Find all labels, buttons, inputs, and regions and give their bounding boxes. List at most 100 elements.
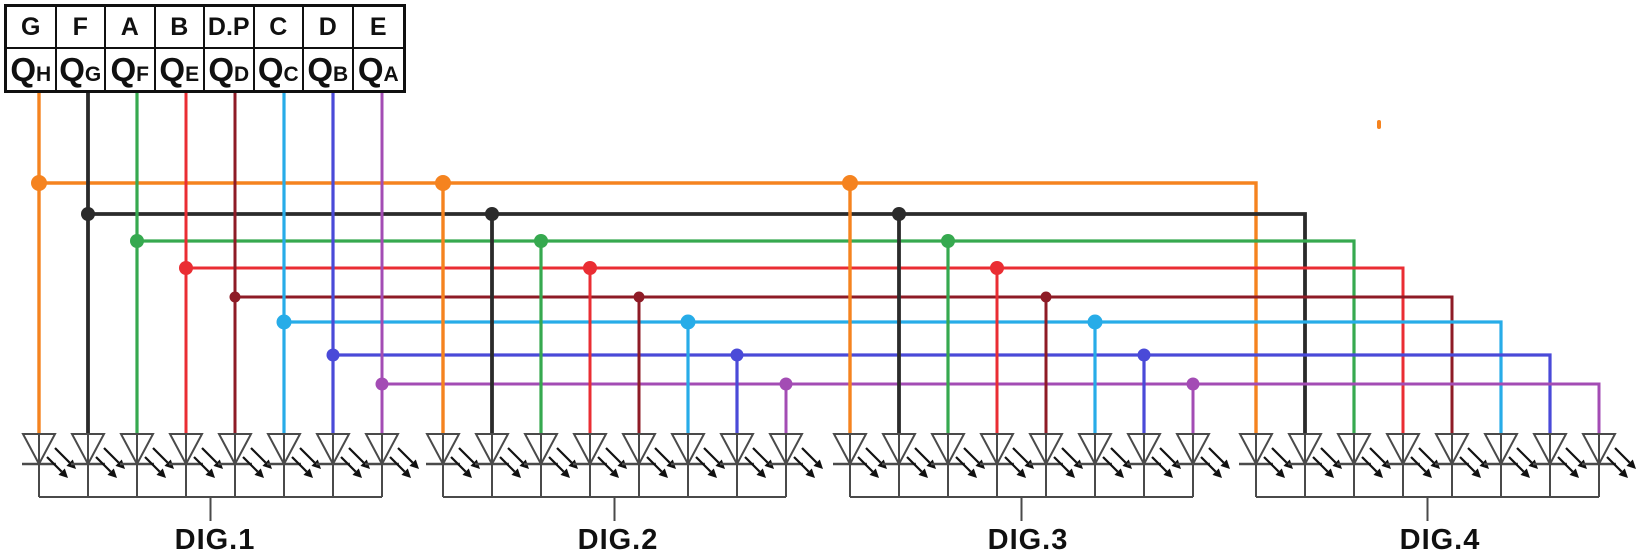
- led-triangle-dig4-G: [1238, 433, 1274, 467]
- led-arrow-dig1-E-1: [397, 447, 414, 464]
- led-arrow-dig4-G-1: [1271, 447, 1288, 464]
- junction-dot-QE-dig3: [990, 261, 1004, 275]
- led-arrow-dig3-F-2: [906, 456, 923, 473]
- bus-QA-E: [382, 382, 1601, 434]
- led-arrow-dig1-B-1: [201, 447, 218, 464]
- bus-QE-B: [186, 266, 1405, 434]
- stray-orange-speck: [1377, 120, 1381, 129]
- led-arrow-dig1-F-2-head: [107, 468, 117, 478]
- junction-dot-QB-dig1: [326, 348, 340, 362]
- led-arrow-dig1-G-1: [54, 447, 71, 464]
- junction-dot-QE-dig2: [583, 261, 597, 275]
- led-arrow-dig3-D.P-2: [1053, 456, 1070, 473]
- junction-dot-QB-dig2: [730, 348, 744, 362]
- led-arrow-dig3-D-2: [1151, 456, 1168, 473]
- led-arrow-dig1-B-2-head: [205, 468, 215, 478]
- led-arrow-dig2-C-2-head: [707, 468, 717, 478]
- junction-dot-QE-dig1: [179, 261, 193, 275]
- led-triangle-dig4-F: [1287, 433, 1323, 467]
- led-arrow-dig1-G-2: [46, 456, 63, 473]
- led-arrow-dig1-D.P-1: [250, 447, 267, 464]
- led-arrow-dig1-C-2-head: [303, 468, 313, 478]
- led-arrow-dig2-D-1: [752, 447, 769, 464]
- led-arrow-dig4-B-2-head: [1422, 468, 1432, 478]
- led-arrow-dig4-A-2: [1361, 456, 1378, 473]
- led-arrow-dig4-D.P-2: [1459, 456, 1476, 473]
- led-triangle-dig1-B: [168, 433, 204, 467]
- junction-dot-QD-dig2: [633, 291, 645, 303]
- junction-dot-QC-dig3: [1087, 314, 1103, 330]
- led-arrow-dig2-A-1: [556, 447, 573, 464]
- led-arrow-dig1-B-2: [193, 456, 210, 473]
- led-arrow-dig2-D.P-2-head: [658, 468, 668, 478]
- led-arrow-dig2-E-2: [793, 456, 810, 473]
- segment-label: D.P: [205, 7, 255, 49]
- led-arrow-dig2-A-2: [548, 456, 565, 473]
- led-triangle-dig3-A: [930, 433, 966, 467]
- led-arrow-dig2-D-2-head: [756, 468, 766, 478]
- led-arrow-dig2-E-1-head: [813, 459, 823, 469]
- led-arrow-dig3-B-2: [1004, 456, 1021, 473]
- led-arrow-dig3-D-2-head: [1163, 468, 1173, 478]
- junction-dot-QC-dig1: [276, 314, 292, 330]
- led-arrow-dig3-A-1: [963, 447, 980, 464]
- led-triangle-dig3-D: [1126, 433, 1162, 467]
- led-arrow-dig3-C-2: [1102, 456, 1119, 473]
- led-arrow-dig3-D-1: [1159, 447, 1176, 464]
- led-arrow-dig2-D.P-2: [646, 456, 663, 473]
- led-triangle-dig4-C: [1483, 433, 1519, 467]
- led-arrow-dig3-C-1: [1110, 447, 1127, 464]
- led-triangle-dig1-D: [315, 433, 351, 467]
- led-arrow-dig3-E-2-head: [1212, 468, 1222, 478]
- led-arrow-dig4-D.P-2-head: [1471, 468, 1481, 478]
- led-triangle-dig3-G: [832, 433, 868, 467]
- digit-label-1: DIG.1: [174, 524, 256, 556]
- led-arrow-dig4-B-1: [1418, 447, 1435, 464]
- led-arrow-dig4-A-1: [1369, 447, 1386, 464]
- led-arrow-dig1-F-2: [95, 456, 112, 473]
- led-arrow-dig2-F-2: [499, 456, 516, 473]
- led-triangle-dig1-F: [70, 433, 106, 467]
- led-arrow-dig1-A-2-head: [156, 468, 166, 478]
- junction-dot-QF-dig3: [941, 234, 955, 248]
- led-arrow-dig4-A-2-head: [1373, 468, 1383, 478]
- segment-label: A: [106, 7, 156, 49]
- led-triangle-dig3-B: [979, 433, 1015, 467]
- junction-dot-QH-dig2: [435, 175, 451, 191]
- junction-dot-QH-dig3: [842, 175, 858, 191]
- led-triangle-dig1-G: [21, 433, 57, 467]
- led-arrow-dig2-G-2: [450, 456, 467, 473]
- led-arrow-dig4-D-1: [1565, 447, 1582, 464]
- led-arrow-dig2-E-1: [801, 447, 818, 464]
- led-arrow-dig3-F-1: [914, 447, 931, 464]
- led-arrow-dig1-C-1: [299, 447, 316, 464]
- led-triangle-dig2-C: [670, 433, 706, 467]
- led-arrow-dig4-F-1: [1320, 447, 1337, 464]
- led-arrow-dig3-A-2: [955, 456, 972, 473]
- led-arrow-dig4-C-2: [1508, 456, 1525, 473]
- led-arrow-dig2-B-2: [597, 456, 614, 473]
- led-triangle-dig4-A: [1336, 433, 1372, 467]
- led-arrow-dig3-D.P-2-head: [1065, 468, 1075, 478]
- led-triangle-dig4-D.P: [1434, 433, 1470, 467]
- led-arrow-dig3-G-1: [865, 447, 882, 464]
- led-arrow-dig1-F-1: [103, 447, 120, 464]
- led-triangle-dig2-A: [523, 433, 559, 467]
- led-triangle-dig2-E: [768, 433, 804, 467]
- led-triangle-dig3-D.P: [1028, 433, 1064, 467]
- led-arrow-dig4-G-2: [1263, 456, 1280, 473]
- led-arrow-dig4-C-2-head: [1520, 468, 1530, 478]
- segment-label: B: [155, 7, 205, 49]
- led-triangle-dig1-D.P: [217, 433, 253, 467]
- junction-dot-QA-dig3: [1186, 377, 1200, 391]
